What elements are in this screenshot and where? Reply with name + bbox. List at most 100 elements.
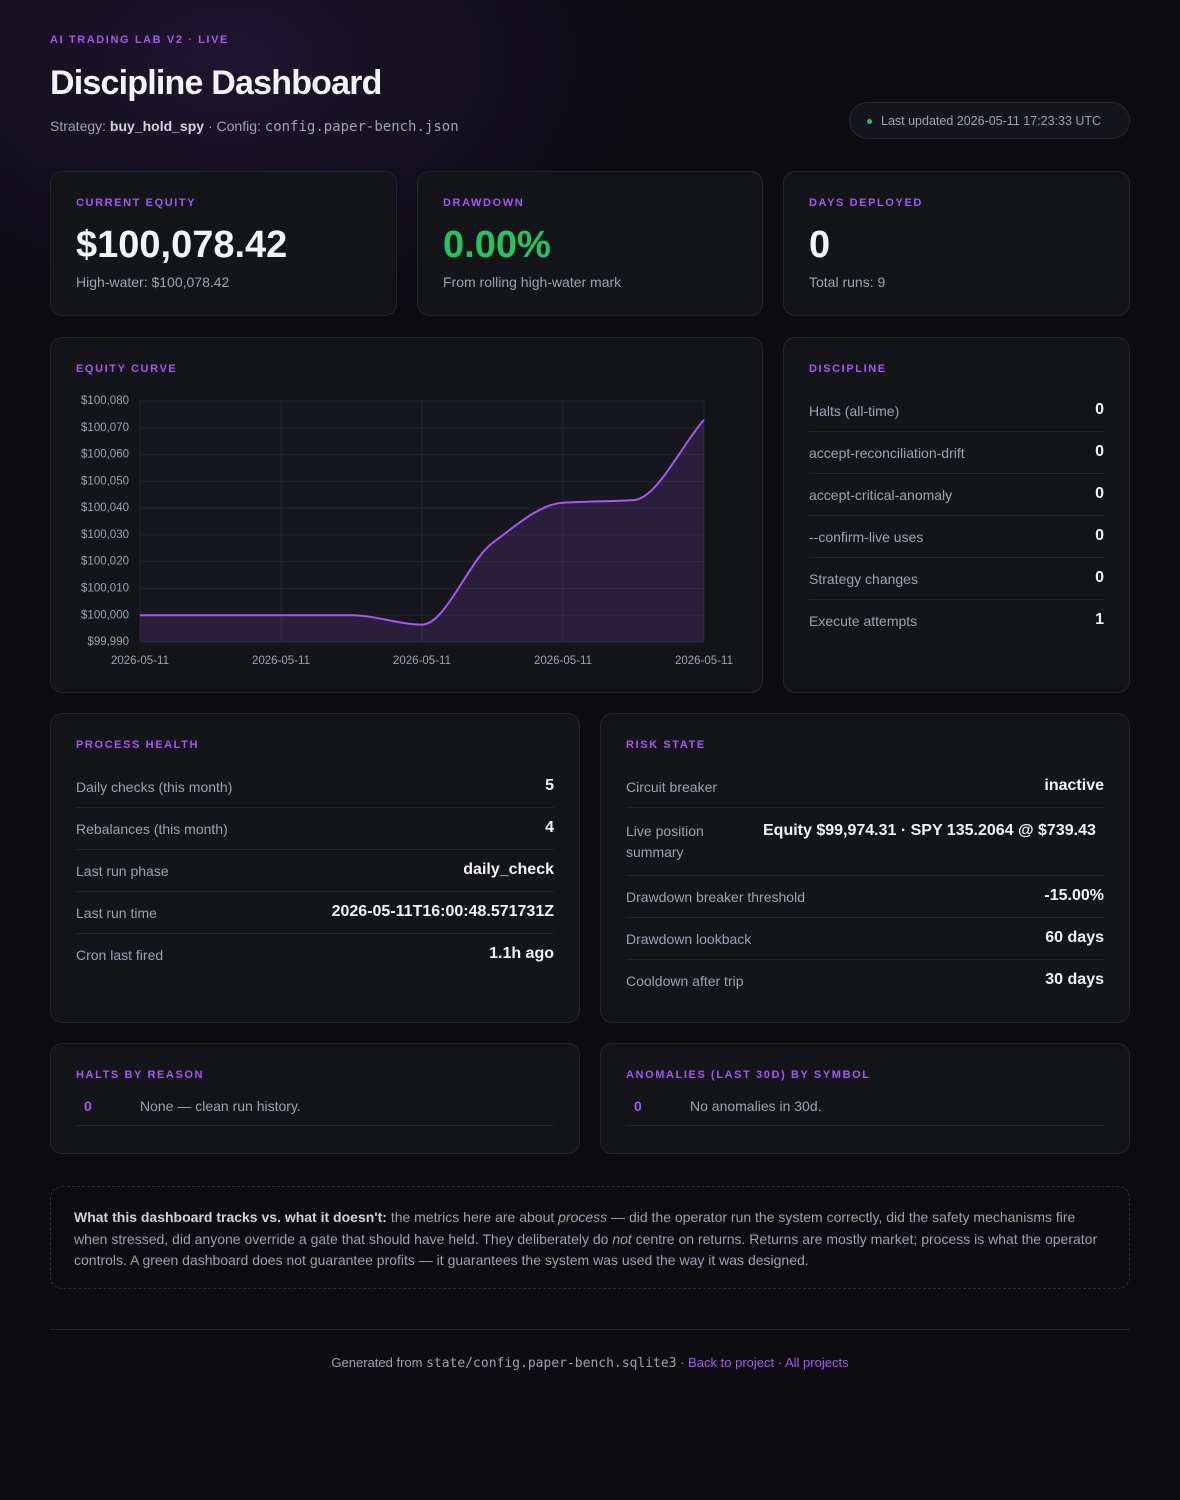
halts-card: HALTS BY REASON 0 None — clean run histor… — [50, 1043, 580, 1154]
note-text: the metrics here are about — [386, 1209, 559, 1225]
card-sub: From rolling high-water mark — [443, 274, 622, 290]
y-tick-label: $100,050 — [81, 475, 129, 487]
card-value: 0 — [809, 224, 831, 266]
footer-text: Generated from — [331, 1355, 423, 1370]
y-tick-label: $100,020 — [81, 556, 129, 568]
row: Daily checks (this month) 5 — [76, 766, 554, 808]
row-value: 4 — [545, 819, 554, 836]
process-card: PROCESS HEALTH Daily checks (this month)… — [50, 713, 580, 1023]
row-label: Strategy changes — [809, 571, 918, 587]
equity-card: CURRENT EQUITY $100,078.42 High-water: $… — [50, 171, 397, 316]
row-label: Drawdown breaker threshold — [626, 889, 805, 905]
row-label: Rebalances (this month) — [76, 821, 228, 837]
status-pill: Last updated 2026-05-11 17:23:33 UTC — [849, 102, 1130, 139]
row: Last run phase daily_check — [76, 850, 554, 892]
section-title: ANOMALIES (LAST 30D) BY SYMBOL — [626, 1069, 871, 1081]
x-tick-label: 2026-05-11 — [252, 655, 310, 667]
footer-path: state/config.paper-bench.sqlite3 — [426, 1356, 677, 1371]
x-tick-label: 2026-05-11 — [111, 655, 169, 667]
row-label: Last run phase — [76, 863, 169, 879]
text: No anomalies in 30d. — [690, 1098, 822, 1114]
projects-link[interactable]: All projects — [785, 1355, 849, 1370]
row-label: --confirm-live uses — [809, 529, 924, 545]
discipline-card: DISCIPLINE Halts (all-time) 0 accept-reco… — [783, 337, 1130, 693]
section-title: HALTS BY REASON — [76, 1069, 205, 1081]
drawdown-card: DRAWDOWN 0.00% From rolling high-water m… — [417, 171, 763, 316]
row-value: inactive — [1044, 777, 1104, 794]
halts-row: 0 None — clean run history. — [76, 1098, 554, 1126]
row-value: 2026-05-11T16:00:48.571731Z — [331, 903, 554, 920]
process-list: Daily checks (this month) 5 Rebalances (t… — [76, 766, 554, 975]
page-title: Discipline Dashboard — [50, 64, 382, 102]
area — [140, 419, 704, 642]
note-text: centre on returns. Returns are mostly ma… — [74, 1230, 1098, 1269]
card-label: CURRENT EQUITY — [76, 197, 197, 209]
config-label: · Config: — [207, 118, 261, 134]
row: Live position summary Equity $99,974.31 ·… — [626, 808, 1104, 876]
x-tick-label: 2026-05-11 — [534, 655, 592, 667]
sep: · — [680, 1355, 685, 1370]
y-tick-label: $100,080 — [81, 395, 129, 407]
row-value: 1.1h ago — [489, 945, 554, 962]
row-value: 0 — [1095, 569, 1104, 586]
risk-list: Circuit breaker inactive Live position su… — [626, 766, 1104, 1001]
row: Rebalances (this month) 4 — [76, 808, 554, 850]
back-link[interactable]: Back to project — [688, 1355, 775, 1370]
row-value: 0 — [1095, 401, 1104, 418]
note: What this dashboard tracks vs. what it d… — [50, 1186, 1130, 1289]
sep: · — [777, 1355, 783, 1370]
row-value: Equity $99,974.31 · SPY 135.2064 @ $739.… — [763, 822, 1096, 839]
note-italic: process — [558, 1209, 608, 1225]
row: Cooldown after trip 30 days — [626, 960, 1104, 1001]
chart-title: EQUITY CURVE — [76, 363, 178, 375]
card-value: $100,078.42 — [76, 224, 288, 266]
row: Drawdown lookback 60 days — [626, 918, 1104, 960]
count: 0 — [84, 1098, 92, 1114]
row-label: Circuit breaker — [626, 779, 718, 795]
text: None — clean run history. — [140, 1098, 301, 1114]
card-sub: High-water: $100,078.42 — [76, 274, 230, 290]
y-tick-label: $100,010 — [81, 582, 129, 594]
strategy: buy_hold_spy — [109, 118, 205, 134]
row-value: 0 — [1095, 485, 1104, 502]
chart: $99,990 $100,000 $100,010 $100,020 $100,030 $… — [81, 395, 733, 667]
section-title: PROCESS HEALTH — [76, 739, 200, 751]
y-tick-label: $100,070 — [81, 422, 129, 434]
row-value: 0 — [1095, 527, 1104, 544]
config: config.paper-bench.json — [264, 119, 459, 135]
row-label: Cooldown after trip — [626, 973, 744, 989]
row-value: 0 — [1095, 443, 1104, 460]
discipline-list: Halts (all-time) 0 accept-reconciliation-… — [809, 390, 1104, 641]
row-label: Daily checks (this month) — [76, 779, 233, 795]
row: Strategy changes 0 — [809, 558, 1104, 600]
section-title: DISCIPLINE — [809, 363, 887, 375]
row: Last run time 2026-05-11T16:00:48.571731Z — [76, 892, 554, 934]
y-tick-label: $100,040 — [81, 502, 129, 514]
row-value: -15.00% — [1044, 887, 1104, 904]
row-value: 30 days — [1045, 971, 1104, 988]
row: accept-reconciliation-drift 0 — [809, 432, 1104, 474]
strategy-label: Strategy: — [50, 118, 107, 134]
row: Cron last fired 1.1h ago — [76, 934, 554, 975]
y-tick-label: $100,030 — [81, 529, 129, 541]
days-card: DAYS DEPLOYED 0 Total runs: 9 — [783, 171, 1130, 316]
x-tick-label: 2026-05-11 — [393, 655, 451, 667]
note-text: — did the operator run the system correc… — [74, 1209, 1076, 1247]
card-label: DAYS DEPLOYED — [809, 197, 923, 209]
footer: Generated from state/config.paper-bench.… — [0, 1355, 1180, 1371]
row-label: Cron last fired — [76, 947, 164, 963]
count: 0 — [634, 1098, 642, 1114]
eyebrow: AI TRADING LAB V2 · LIVE — [50, 34, 229, 46]
row-value: 5 — [545, 777, 554, 794]
x-tick-label: 2026-05-11 — [675, 655, 733, 667]
risk-card: RISK STATE Circuit breaker inactive Live … — [600, 713, 1130, 1023]
strategy-line: Strategy: buy_hold_spy · Config: config.… — [50, 118, 459, 135]
y-tick-label: $100,060 — [81, 449, 129, 461]
row: Drawdown breaker threshold -15.00% — [626, 876, 1104, 918]
row-value: daily_check — [463, 861, 554, 878]
row: Halts (all-time) 0 — [809, 390, 1104, 432]
row-label: accept-reconciliation-drift — [809, 445, 965, 461]
updated: Last updated 2026-05-11 17:23:33 UTC — [881, 113, 1102, 128]
row: Execute attempts 1 — [809, 600, 1104, 641]
row: --confirm-live uses 0 — [809, 516, 1104, 558]
